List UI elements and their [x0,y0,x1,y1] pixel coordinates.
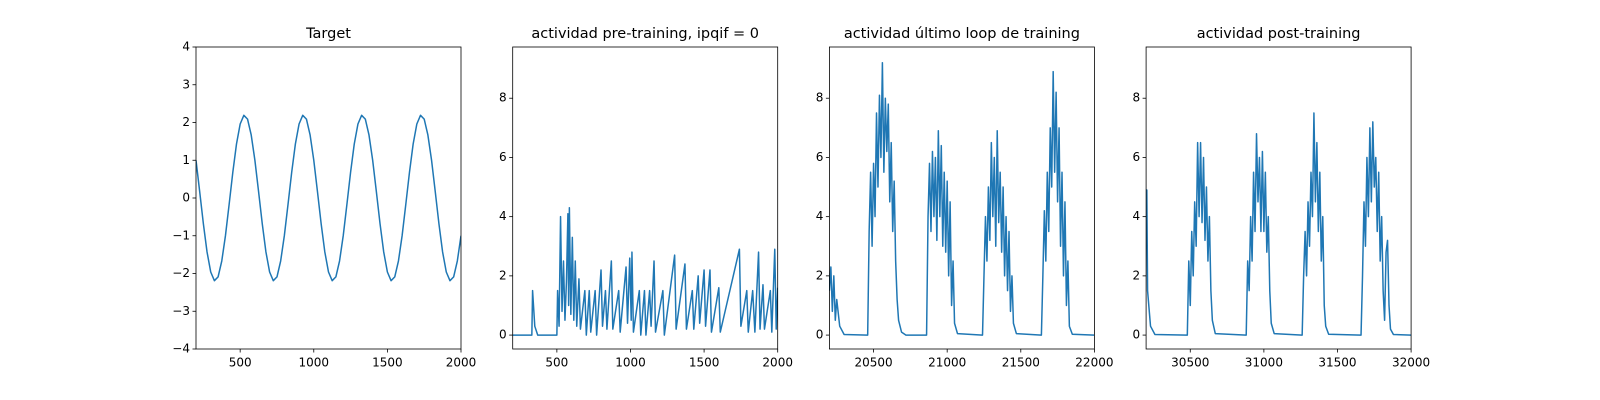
chart-title: Target [305,26,351,42]
y-tick-label: 6 [816,150,824,164]
chart-title: actividad pre-training, ipqif = 0 [531,26,759,42]
x-tick-label: 31500 [1318,356,1356,370]
chart-title: actividad post-training [1197,26,1361,42]
y-tick-label: 2 [1132,268,1140,282]
y-tick-label: 2 [182,115,190,129]
y-tick-label: 4 [182,40,190,54]
y-tick-label: −2 [172,266,190,280]
y-tick-label: 2 [499,268,507,282]
x-tick-label: 1500 [689,356,720,370]
y-tick-label: −1 [172,228,190,242]
y-tick-label: 4 [499,209,507,223]
x-tick-label: 2000 [446,356,477,370]
y-tick-label: 8 [499,91,507,105]
x-tick-label: 500 [229,356,252,370]
data-line [512,207,778,336]
y-tick-label: 4 [816,209,824,223]
axes-frame [829,46,1095,350]
data-line [829,61,1095,336]
axes-frame [1145,46,1412,350]
y-tick-label: 0 [182,191,190,205]
data-line [1146,112,1412,336]
y-tick-label: 6 [499,150,507,164]
y-tick-label: 2 [816,268,824,282]
axes-frame [195,46,462,350]
x-tick-label: 30500 [1171,356,1209,370]
y-tick-label: 1 [182,153,190,167]
y-tick-label: 8 [1132,91,1140,105]
x-tick-label: 22000 [1075,356,1113,370]
y-tick-label: 4 [1132,209,1140,223]
axes-frame [512,46,779,350]
x-tick-label: 21000 [928,356,966,370]
y-tick-label: 0 [1132,328,1140,342]
x-tick-label: 21500 [1002,356,1040,370]
x-tick-label: 1500 [372,356,403,370]
chart-title: actividad último loop de training [844,26,1080,42]
y-tick-label: 6 [1132,150,1140,164]
x-tick-label: 2000 [762,356,793,370]
x-tick-label: 1000 [299,356,330,370]
x-tick-label: 1000 [615,356,646,370]
y-tick-label: 3 [182,77,190,91]
y-tick-label: −3 [172,304,190,318]
y-tick-label: 0 [816,328,824,342]
y-tick-label: −4 [172,342,190,356]
y-tick-label: 0 [499,328,507,342]
data-line [196,114,461,282]
y-tick-label: 8 [816,91,824,105]
x-tick-label: 500 [545,356,568,370]
x-tick-label: 32000 [1392,356,1430,370]
x-tick-label: 20500 [854,356,892,370]
x-tick-label: 31000 [1245,356,1283,370]
